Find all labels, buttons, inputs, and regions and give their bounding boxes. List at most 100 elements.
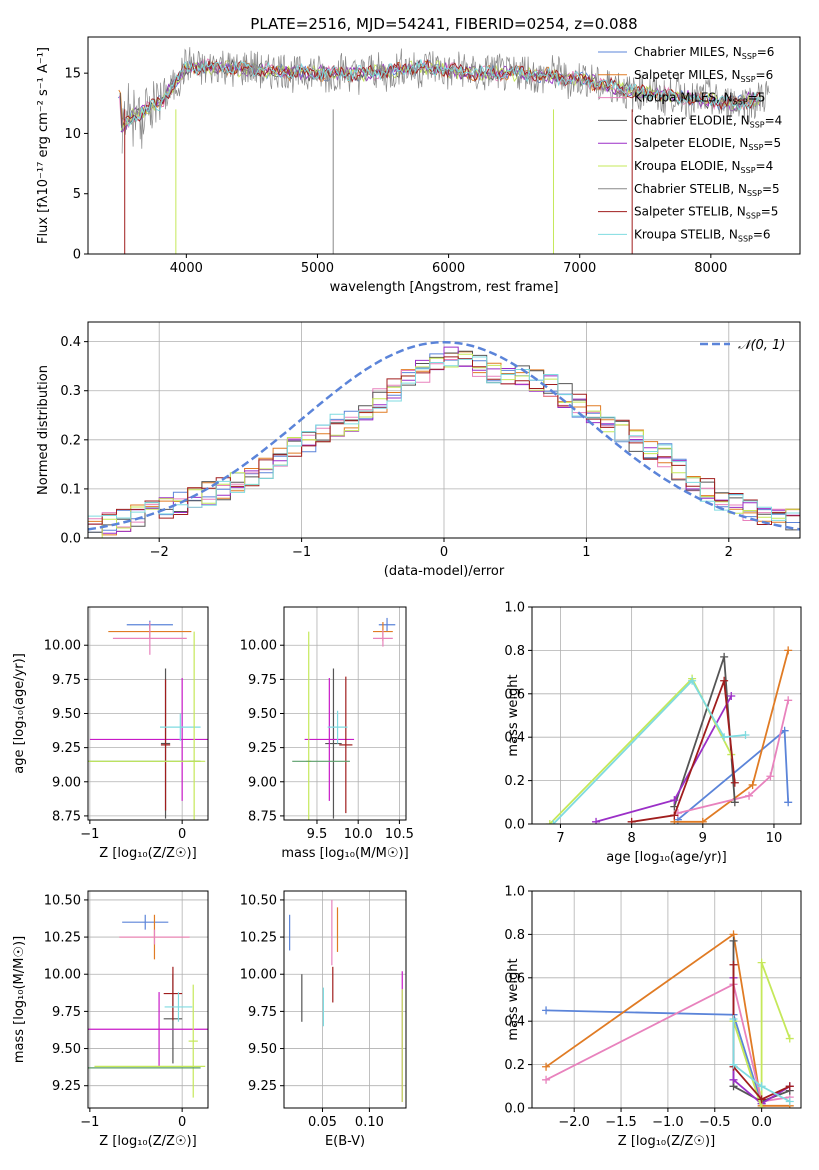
spectrum-darkred <box>122 58 761 122</box>
legend-name: Kroupa ELODIE, N <box>634 159 741 173</box>
y-axis-label: Normed distribution <box>36 365 51 495</box>
weight-line-yellowgreen <box>732 962 791 1108</box>
chart-5: −1 0 9.25 9.50 9.75 10.00 10.25 10.50 Z [log₁₀(Z… <box>12 890 209 1149</box>
weight-line-cyan <box>552 679 746 824</box>
x-tick-label: −1.5 <box>605 1115 637 1130</box>
y-axis-label: mass weight <box>506 674 521 756</box>
chart-title: PLATE=2516, MJD=54241, FIBERID=0254, z=0… <box>250 15 637 33</box>
weight-marker <box>730 778 739 787</box>
plot-area <box>545 646 793 824</box>
x-axis-label: age [log₁₀(age/yr)] <box>606 850 727 865</box>
x-tick-label: 8000 <box>694 261 727 276</box>
y-tick-label: 0.4 <box>504 1015 525 1030</box>
plot-area <box>289 899 403 1103</box>
axes-frame <box>87 36 801 255</box>
x-tick-label: 10.0 <box>344 827 373 842</box>
y-tick-label: 9.50 <box>52 1042 81 1057</box>
y-tick-label: 10.50 <box>44 893 81 908</box>
y-tick-label: 9.25 <box>248 741 277 756</box>
chart-7: −2.0 −1.5 −1.0 −0.5 0.0 0.0 0.2 0.4 0.6 0.8 1.0 Z [… <box>504 885 802 1149</box>
y-tick-label: 0.6 <box>504 687 525 702</box>
legend-suffix: =5 <box>762 182 780 196</box>
histogram-cyan <box>88 356 800 521</box>
y-tick-label: 0.8 <box>504 644 525 659</box>
legend-name: Kroupa MILES, N <box>634 91 733 105</box>
y-tick-label: 8.75 <box>248 809 277 824</box>
weight-marker <box>785 1097 794 1106</box>
weight-line-pink <box>677 700 790 814</box>
legend-entry: Salpeter MILES, NSSP=6 <box>634 68 773 84</box>
y-tick-label: 0 <box>73 248 81 263</box>
legend-entry: Salpeter STELIB, NSSP=5 <box>634 205 778 221</box>
weight-marker <box>542 1006 551 1015</box>
weight-marker <box>757 958 766 967</box>
weight-marker <box>542 1075 551 1084</box>
y-tick-label: 10.50 <box>240 893 277 908</box>
x-tick-label: −0.5 <box>699 1115 731 1130</box>
legend-name: Salpeter MILES, N <box>634 68 741 82</box>
weight-line-cyan <box>732 1019 791 1103</box>
weight-marker <box>698 817 707 824</box>
y-tick-label: 0.0 <box>504 1102 525 1117</box>
legend-sub: SSP <box>741 75 756 84</box>
legend-name: Salpeter STELIB, N <box>634 205 746 219</box>
x-tick-label: −2 <box>150 545 169 560</box>
weight-marker <box>784 646 793 655</box>
weight-marker <box>757 1095 766 1104</box>
x-tick-label: 0.05 <box>308 1115 337 1130</box>
y-tick-label: 10.25 <box>44 931 81 946</box>
weight-marker <box>784 696 793 705</box>
y-tick-label: 1.0 <box>504 601 525 616</box>
legend-entry: Kroupa MILES, NSSP=5 <box>634 91 765 107</box>
y-tick-label: 8.75 <box>52 809 81 824</box>
plot-area <box>88 340 800 538</box>
x-tick-label: −1 <box>80 1115 99 1130</box>
y-tick-label: 0.0 <box>504 818 525 833</box>
spectrum-gray <box>121 47 770 154</box>
y-axis-label: Flux [fλ10⁻¹⁷ erg cm⁻² s⁻¹ A⁻¹] <box>36 47 51 244</box>
y-tick-label: 10.25 <box>240 931 277 946</box>
x-tick-label: 8 <box>627 831 635 846</box>
y-tick-label: 9.50 <box>52 707 81 722</box>
y-tick-label: 0.2 <box>504 1058 525 1073</box>
weight-marker <box>729 1060 738 1069</box>
y-tick-label: 0.3 <box>60 384 81 399</box>
x-tick-label: −2.0 <box>558 1115 590 1130</box>
y-tick-label: 10.00 <box>240 639 277 654</box>
y-tick-label: 15 <box>64 67 81 82</box>
chart-1: −2 −1 0 1 2 0.0 0.1 0.2 0.3 0.4 (data-model)/error… <box>36 321 801 579</box>
weight-marker <box>757 1104 766 1108</box>
weight-marker <box>627 817 636 824</box>
legend-sub: SSP <box>741 166 756 175</box>
chart-6: 0.05 0.10 9.25 9.50 9.75 10.00 10.25 10.50 E(B-V… <box>240 890 407 1149</box>
weight-marker <box>720 652 729 661</box>
x-tick-label: 6000 <box>432 261 465 276</box>
legend-name: Kroupa STELIB, N <box>634 227 738 241</box>
legend-suffix: =5 <box>761 205 779 219</box>
y-tick-label: 9.00 <box>52 775 81 790</box>
y-tick-label: 9.50 <box>248 707 277 722</box>
x-axis-label: E(B-V) <box>325 1134 365 1149</box>
legend-entry: Kroupa ELODIE, NSSP=4 <box>634 159 773 175</box>
weight-marker <box>757 1082 766 1091</box>
x-tick-label: 9.5 <box>307 827 328 842</box>
weight-marker <box>592 817 601 824</box>
y-tick-label: 0.4 <box>60 335 81 350</box>
legend-suffix: =6 <box>753 227 771 241</box>
plot-area <box>542 930 794 1108</box>
weight-marker <box>670 811 679 820</box>
legend-suffix: =5 <box>748 91 766 105</box>
x-tick-label: 9 <box>699 831 707 846</box>
y-tick-label: 9.50 <box>248 1042 277 1057</box>
weight-line-orange <box>674 650 790 823</box>
y-tick-label: 9.25 <box>248 1079 277 1094</box>
legend-entry: Salpeter ELODIE, NSSP=5 <box>634 136 781 152</box>
y-tick-label: 0.4 <box>504 731 525 746</box>
weight-line-darkred <box>631 680 736 823</box>
legend-sub: SSP <box>747 189 762 198</box>
x-tick-label: −1.0 <box>652 1115 684 1130</box>
legend-suffix: =4 <box>765 113 783 127</box>
y-tick-label: 9.25 <box>52 741 81 756</box>
